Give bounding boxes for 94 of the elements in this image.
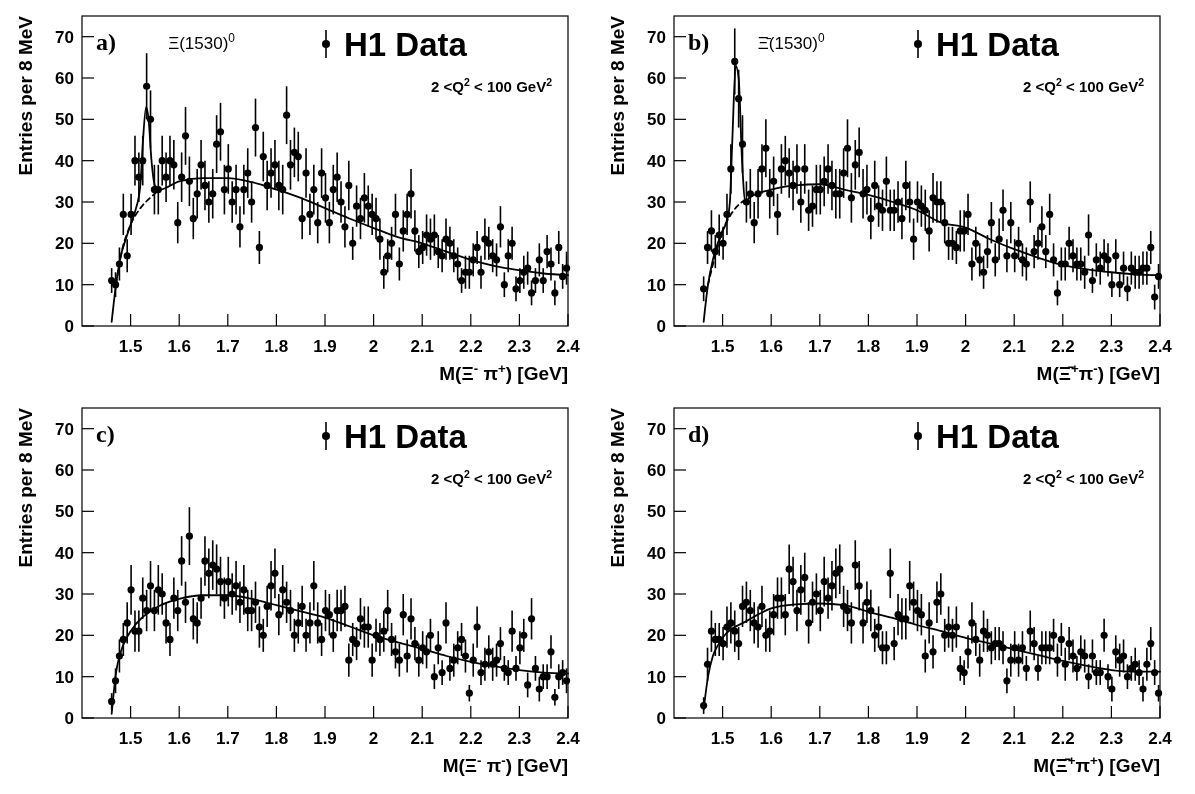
- x-tick-label: 2.3: [507, 729, 532, 748]
- y-tick-label: 10: [55, 275, 74, 295]
- y-tick-label: 0: [656, 708, 666, 728]
- y-tick-label: 40: [647, 151, 666, 171]
- x-axis-title: M(Ξ̄$^{+}$π$^{+}$) [GeV]: [1033, 752, 1160, 776]
- x-tick-label: 2: [960, 337, 971, 356]
- y-tick-label: 10: [55, 667, 74, 687]
- y-tick-label: 70: [55, 419, 74, 439]
- y-tick-label: 0: [656, 316, 666, 336]
- x-tick-label: 2.3: [1099, 729, 1124, 748]
- x-tick-label: 1.9: [905, 337, 929, 356]
- y-axis-title: Entries per 8 MeV: [15, 407, 36, 568]
- text: a): [96, 29, 116, 55]
- x-tick-label: 1.9: [313, 729, 337, 748]
- y-tick-label: 60: [55, 68, 74, 88]
- x-tick-label: 2.3: [507, 337, 532, 356]
- legend-label: H1 Data: [344, 418, 468, 455]
- x-tick-label: 1.8: [856, 337, 881, 356]
- y-tick-label: 10: [647, 667, 666, 687]
- legend-label: H1 Data: [344, 26, 468, 63]
- x-tick-label: 2.4: [1148, 337, 1173, 356]
- text: c): [96, 421, 115, 447]
- y-tick-label: 0: [64, 708, 74, 728]
- x-tick-label: 1.5: [118, 729, 143, 748]
- annotation: 2 <Q$^{2}$ < 100 GeV$^{2}$: [431, 468, 553, 487]
- x-axis-title: M(Ξ̄$^{+}$π$^{-}$) [GeV]: [1036, 360, 1160, 384]
- y-tick-label: 40: [647, 543, 666, 563]
- x-tick-label: 1.7: [215, 729, 240, 748]
- x-tick-label: 1.7: [215, 337, 240, 356]
- x-axis-title: M(Ξ$^{-}$ π$^{-}$) [GeV]: [442, 752, 568, 776]
- x-tick-label: 1.6: [167, 337, 192, 356]
- y-axis-title: Entries per 8 MeV: [607, 407, 628, 568]
- x-tick-label: 1.9: [313, 337, 337, 356]
- y-tick-label: 20: [647, 234, 666, 254]
- x-tick-label: 2.4: [556, 337, 581, 356]
- y-tick-label: 70: [647, 27, 666, 47]
- x-tick-label: 1.6: [759, 337, 784, 356]
- y-tick-label: 10: [647, 275, 666, 295]
- x-tick-label: 2.2: [458, 337, 483, 356]
- y-tick-label: 60: [55, 460, 74, 480]
- x-tick-label: 2.3: [1099, 337, 1124, 356]
- y-tick-label: 50: [647, 110, 666, 130]
- y-tick-label: 50: [55, 110, 74, 130]
- x-tick-label: 2.1: [1002, 729, 1027, 748]
- x-tick-label: 2: [368, 337, 379, 356]
- y-tick-label: 70: [55, 27, 74, 47]
- y-tick-label: 0: [64, 316, 74, 336]
- x-tick-label: 1.5: [710, 337, 735, 356]
- x-tick-label: 2: [960, 729, 971, 748]
- y-tick-label: 30: [55, 584, 74, 604]
- x-tick-label: 1.8: [264, 729, 289, 748]
- text: d): [688, 421, 710, 447]
- x-tick-label: 1.6: [759, 729, 784, 748]
- y-tick-label: 50: [55, 502, 74, 522]
- annotation: Ξ(1530)$^{0}$: [168, 31, 236, 54]
- annotation: 2 <Q$^{2}$ < 100 GeV$^{2}$: [431, 76, 553, 95]
- y-axis-title: Entries per 8 MeV: [607, 15, 628, 176]
- y-tick-label: 50: [647, 502, 666, 522]
- x-tick-label: 2.2: [1050, 729, 1075, 748]
- x-axis-title: M(Ξ$^{-}$ π$^{+}$) [GeV]: [439, 360, 568, 384]
- y-tick-label: 60: [647, 68, 666, 88]
- y-tick-label: 20: [647, 626, 666, 646]
- annotation: 2 <Q$^{2}$ < 100 GeV$^{2}$: [1023, 76, 1145, 95]
- x-tick-label: 2: [368, 729, 379, 748]
- y-tick-label: 20: [55, 234, 74, 254]
- y-tick-label: 40: [55, 151, 74, 171]
- annotation: 2 <Q$^{2}$ < 100 GeV$^{2}$: [1023, 468, 1145, 487]
- x-tick-label: 1.8: [856, 729, 881, 748]
- x-tick-label: 2.1: [410, 337, 435, 356]
- y-tick-label: 40: [55, 543, 74, 563]
- x-tick-label: 2.2: [458, 729, 483, 748]
- x-tick-label: 2.1: [1002, 337, 1027, 356]
- x-tick-label: 1.7: [807, 729, 832, 748]
- y-tick-label: 30: [647, 192, 666, 212]
- y-tick-label: 30: [647, 584, 666, 604]
- x-tick-label: 2.4: [556, 729, 581, 748]
- x-tick-label: 1.9: [905, 729, 929, 748]
- x-tick-label: 1.8: [264, 337, 289, 356]
- y-tick-label: 20: [55, 626, 74, 646]
- x-tick-label: 2.4: [1148, 729, 1173, 748]
- x-tick-label: 2.1: [410, 729, 435, 748]
- x-tick-label: 1.5: [710, 729, 735, 748]
- x-tick-label: 1.6: [167, 729, 192, 748]
- text: b): [688, 29, 710, 55]
- x-tick-label: 1.7: [807, 337, 832, 356]
- y-tick-label: 70: [647, 419, 666, 439]
- legend-label: H1 Data: [936, 418, 1060, 455]
- annotation: Ξ̄(1530)$^{0}$: [757, 31, 825, 54]
- x-tick-label: 1.5: [118, 337, 143, 356]
- y-tick-label: 30: [55, 192, 74, 212]
- x-tick-label: 2.2: [1050, 337, 1075, 356]
- legend-label: H1 Data: [936, 26, 1060, 63]
- y-tick-label: 60: [647, 460, 666, 480]
- y-axis-title: Entries per 8 MeV: [15, 15, 36, 176]
